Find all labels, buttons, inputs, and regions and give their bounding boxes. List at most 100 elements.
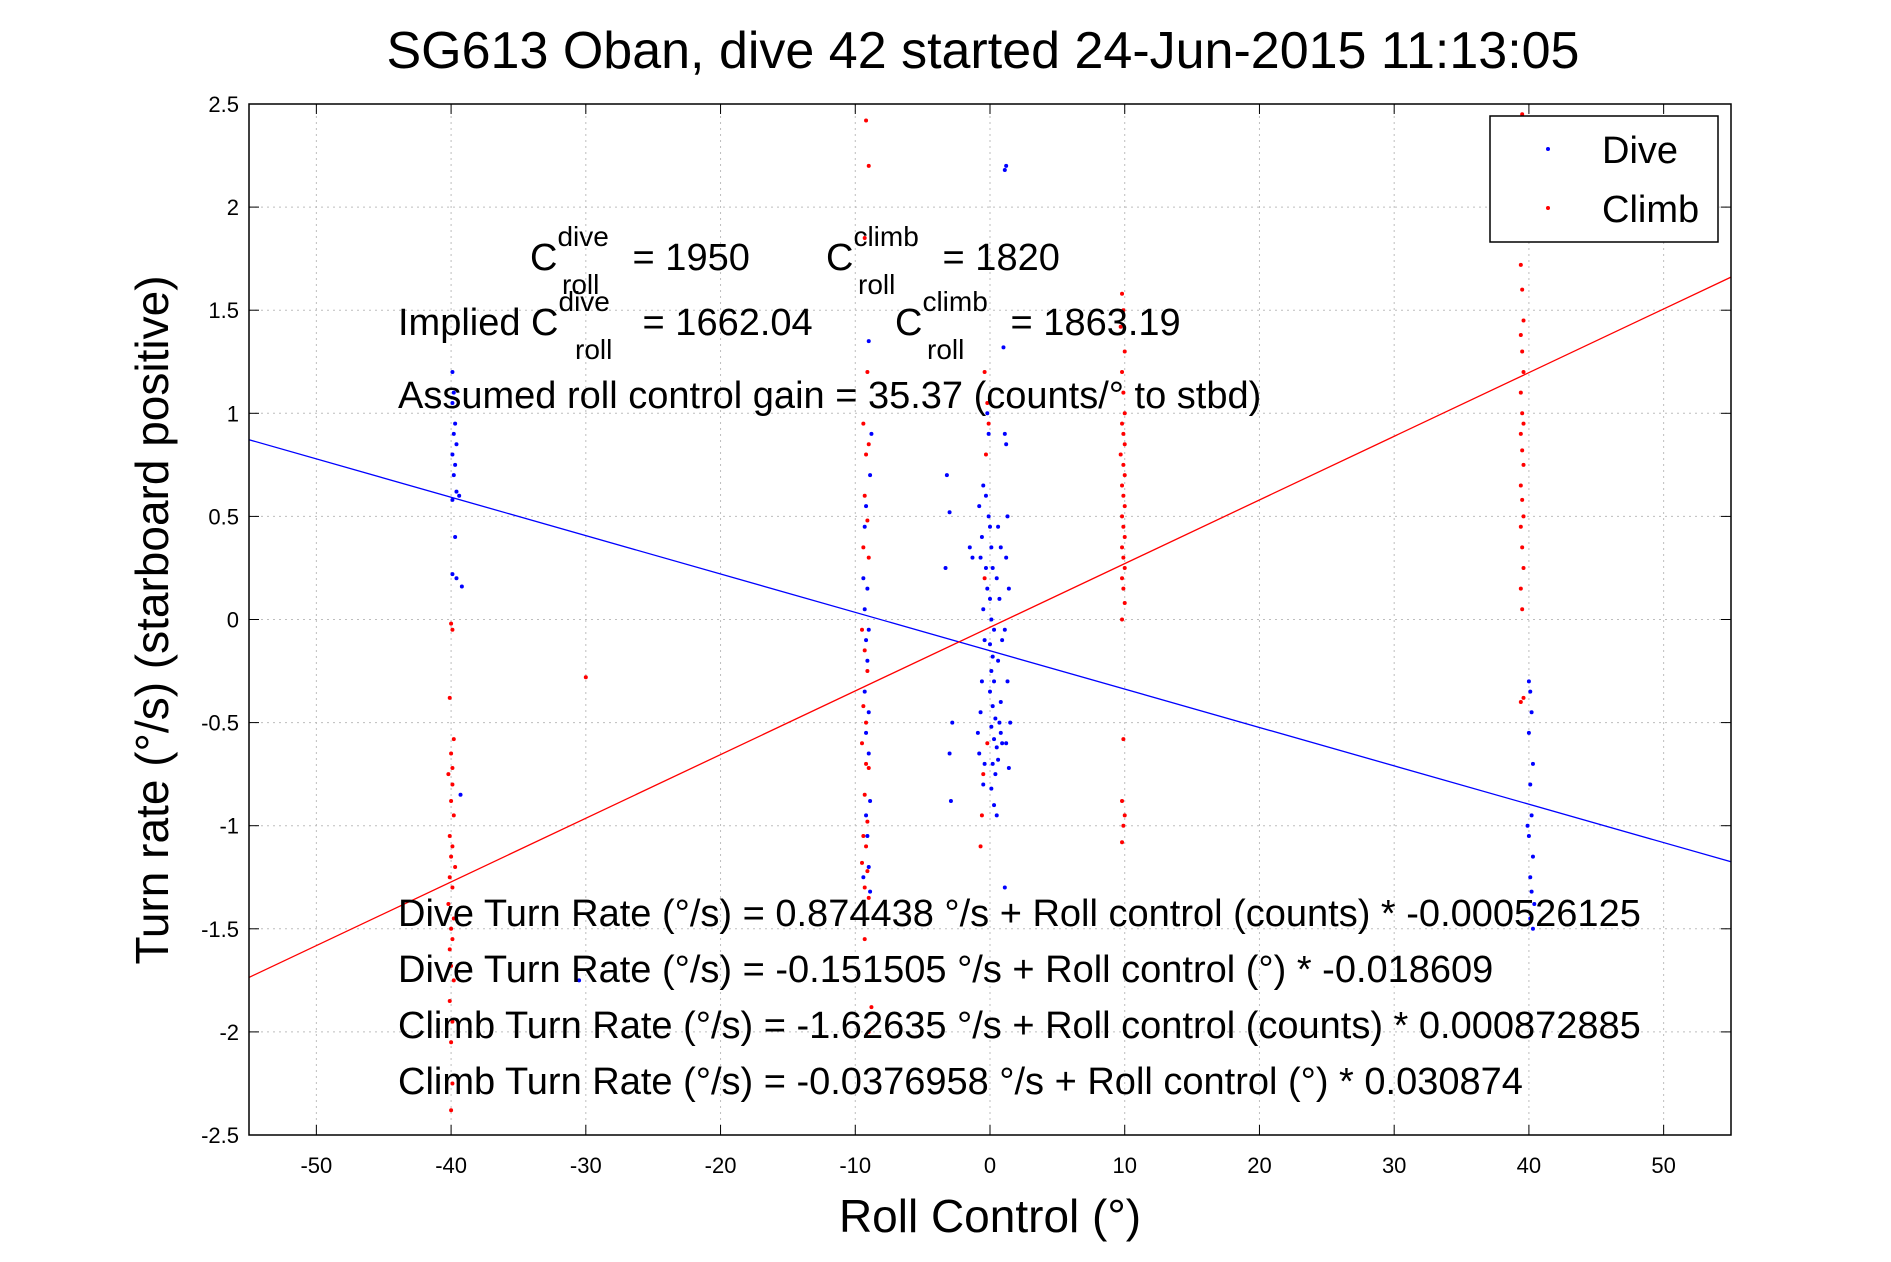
data-point [1521, 514, 1526, 519]
x-tick-labels: -50 -40 -30 -20 -10 0 10 20 30 40 50 [300, 1153, 1675, 1178]
y-tick-label: 0 [227, 608, 239, 633]
data-point [985, 741, 990, 746]
data-point [862, 607, 867, 612]
data-point [1120, 798, 1125, 803]
data-point [1004, 442, 1009, 447]
data-point [447, 834, 452, 839]
data-point [450, 627, 455, 632]
data-point [977, 751, 982, 756]
data-point [449, 798, 454, 803]
x-tick-label: 40 [1517, 1153, 1541, 1178]
data-point [450, 885, 455, 890]
annotations: Cdive roll = 1950 Cclimb roll = 1820 Impli… [398, 221, 1641, 1103]
data-point [994, 576, 999, 581]
data-point [1520, 349, 1525, 354]
legend: Dive Climb [1489, 115, 1719, 243]
data-point [1518, 699, 1523, 704]
data-point [1528, 782, 1533, 787]
data-point [1004, 163, 1009, 168]
data-point [1002, 627, 1007, 632]
data-point [865, 370, 870, 375]
y-tick-label: 0.5 [208, 504, 239, 529]
fit-line-climb [248, 276, 1732, 979]
data-point [994, 813, 999, 818]
chart-title: SG613 Oban, dive 42 started 24-Jun-2015 … [387, 22, 1580, 80]
data-point [1520, 287, 1525, 292]
data-point [996, 524, 1001, 529]
data-point [1000, 638, 1005, 643]
x-tick-label: -20 [705, 1153, 737, 1178]
data-point [449, 963, 454, 968]
data-point [454, 489, 459, 494]
data-point [996, 658, 1001, 663]
data-point [451, 737, 456, 742]
data-point [1121, 493, 1126, 498]
data-point [1121, 524, 1126, 529]
ticks-layer [249, 103, 1731, 1136]
data-point [862, 493, 867, 498]
data-point [447, 947, 452, 952]
x-tick-label: -10 [839, 1153, 871, 1178]
c-climb-annotation: Cclimb roll = 1820 [826, 221, 1060, 300]
plot-area [248, 103, 1732, 1136]
data-point [866, 627, 871, 632]
data-point [450, 765, 455, 770]
data-point [982, 576, 987, 581]
data-point [1005, 514, 1010, 519]
fit-line-dive [248, 439, 1732, 863]
data-point [1006, 586, 1011, 591]
data-point [869, 431, 874, 436]
data-point [861, 704, 866, 709]
data-point [865, 658, 870, 663]
c-dive-annotation: Cdive roll = 1950 [530, 221, 750, 300]
data-point [993, 716, 998, 721]
data-point [998, 545, 1003, 550]
data-point [1120, 421, 1125, 426]
data-point [979, 679, 984, 684]
data-point [1525, 823, 1530, 828]
data-point [1121, 462, 1126, 467]
data-point [453, 462, 458, 467]
y-tick-label: -1.5 [201, 917, 239, 942]
data-point [992, 803, 997, 808]
data-point [1122, 473, 1127, 478]
data-point [1518, 332, 1523, 337]
implied-dive-sup: dive [559, 286, 610, 317]
data-point [1122, 411, 1127, 416]
implied-dive-sub: roll [575, 334, 612, 365]
data-point [866, 163, 871, 168]
implied-dive-annotation: Implied Cdive roll = 1662.04 [398, 286, 813, 365]
data-point [1122, 535, 1127, 540]
data-point [454, 442, 459, 447]
data-point [1528, 916, 1533, 921]
data-point [450, 497, 455, 502]
data-point [986, 431, 991, 436]
data-point [1518, 431, 1523, 436]
data-point [862, 689, 867, 694]
data-point [1521, 318, 1526, 323]
data-point [1122, 601, 1127, 606]
c-climb-sub: roll [858, 269, 895, 300]
data-point [866, 555, 871, 560]
data-point [451, 916, 456, 921]
data-point [1002, 885, 1007, 890]
data-point [864, 720, 869, 725]
data-point [1004, 741, 1009, 746]
legend-dive-marker [1546, 147, 1550, 151]
data-points [446, 112, 1537, 1113]
data-point [865, 518, 870, 523]
c-dive-prefix: C [530, 237, 557, 279]
data-point [1526, 679, 1531, 684]
data-point [982, 638, 987, 643]
data-point [1005, 679, 1010, 684]
legend-climb-label: Climb [1602, 189, 1699, 231]
data-point [450, 937, 455, 942]
data-point [862, 937, 867, 942]
data-point [860, 860, 865, 865]
data-point [864, 844, 869, 849]
data-point [449, 1108, 454, 1113]
data-point [1120, 291, 1125, 296]
y-tick-label: -2.5 [201, 1123, 239, 1148]
data-point [978, 844, 983, 849]
